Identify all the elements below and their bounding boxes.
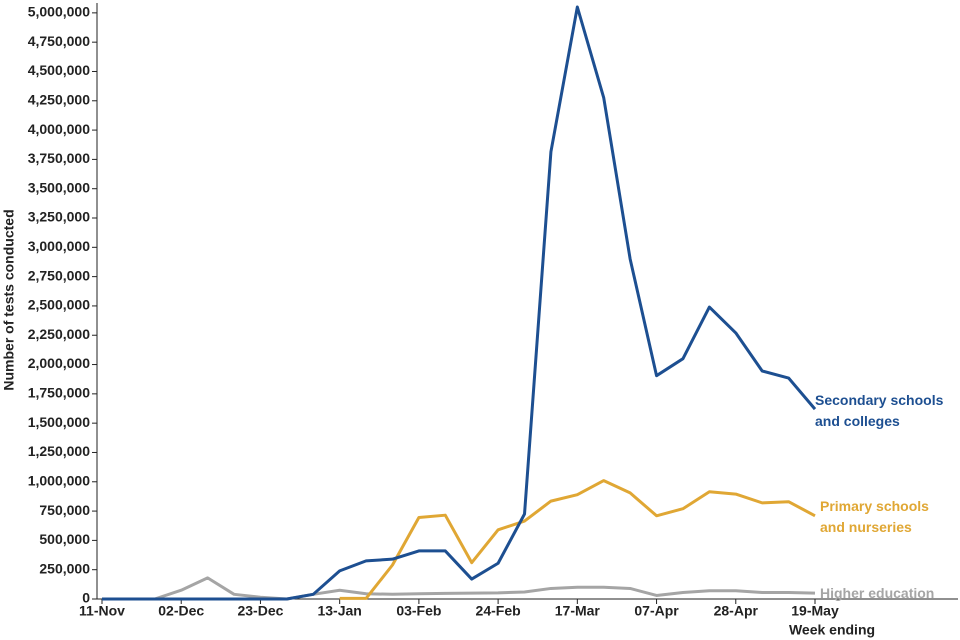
x-tick-label: 07-Apr — [634, 603, 679, 619]
series-line — [102, 576, 816, 601]
x-tick-label: 03-Feb — [396, 603, 441, 619]
x-tick-label: 17-Mar — [555, 603, 601, 619]
x-axis-label: Week ending — [789, 622, 875, 638]
series-label: Primary schools and nurseries — [820, 498, 929, 535]
series-label: Secondary schools and colleges — [815, 392, 944, 429]
series-line — [102, 5, 817, 601]
y-tick-label: 250,000 — [39, 560, 90, 576]
x-tick-label: 24-Feb — [476, 603, 521, 619]
y-tick-label: 2,000,000 — [28, 355, 90, 371]
y-tick-label: 3,750,000 — [28, 150, 90, 166]
y-tick-label: 1,750,000 — [28, 385, 90, 401]
y-axis-label: Number of tests conducted — [1, 209, 17, 390]
y-tick-label: 3,500,000 — [28, 179, 90, 195]
y-tick-label: 5,000,000 — [28, 4, 90, 20]
y-tick-label: 2,750,000 — [28, 267, 90, 283]
y-tick-label: 2,500,000 — [28, 297, 90, 313]
x-tick-label: 19-May — [791, 603, 839, 619]
y-tick-label: 4,500,000 — [28, 62, 90, 78]
x-tick-label: 28-Apr — [714, 603, 759, 619]
series-line — [339, 479, 816, 600]
x-tick-label: 02-Dec — [158, 603, 204, 619]
y-tick-label: 1,500,000 — [28, 414, 90, 430]
y-tick-label: 1,250,000 — [28, 443, 90, 459]
x-tick-label: 23-Dec — [237, 603, 283, 619]
y-tick-label: 3,250,000 — [28, 209, 90, 225]
y-tick-label: 3,000,000 — [28, 238, 90, 254]
x-tick-label: 13-Jan — [317, 603, 361, 619]
y-tick-label: 0 — [82, 590, 90, 606]
y-tick-label: 500,000 — [39, 531, 90, 547]
y-tick-label: 4,000,000 — [28, 121, 90, 137]
y-tick-label: 1,000,000 — [28, 472, 90, 488]
y-tick-label: 4,250,000 — [28, 91, 90, 107]
x-tick-label: 11-Nov — [79, 603, 125, 619]
y-tick-label: 2,250,000 — [28, 326, 90, 342]
y-tick-label: 4,750,000 — [28, 33, 90, 49]
series-label: Higher education — [820, 585, 935, 601]
y-tick-label: 750,000 — [39, 502, 90, 518]
